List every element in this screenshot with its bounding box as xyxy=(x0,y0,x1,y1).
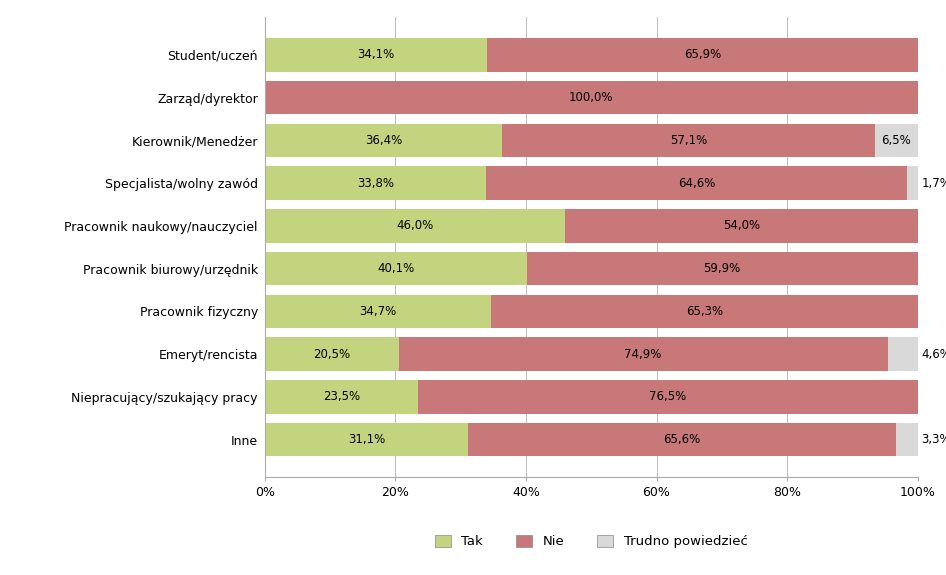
Bar xyxy=(502,124,875,157)
Text: 65,6%: 65,6% xyxy=(663,433,701,446)
Bar xyxy=(265,380,418,413)
Text: 4,6%: 4,6% xyxy=(920,348,946,361)
Text: 31,1%: 31,1% xyxy=(348,433,385,446)
Text: 64,6%: 64,6% xyxy=(677,177,715,190)
Bar xyxy=(887,338,918,371)
Text: 3,3%: 3,3% xyxy=(920,433,946,446)
Bar xyxy=(265,166,485,200)
Text: 23,5%: 23,5% xyxy=(323,390,360,404)
Text: 34,7%: 34,7% xyxy=(359,305,396,318)
Text: 65,9%: 65,9% xyxy=(684,48,721,62)
Bar xyxy=(487,38,918,71)
Text: 1,7%: 1,7% xyxy=(921,177,946,190)
Bar xyxy=(485,166,907,200)
Text: 36,4%: 36,4% xyxy=(365,134,402,147)
Bar xyxy=(265,338,398,371)
Bar xyxy=(398,338,887,371)
Bar xyxy=(468,423,896,457)
Bar xyxy=(265,124,502,157)
Bar xyxy=(527,252,918,285)
Bar xyxy=(907,166,919,200)
Text: 100,0%: 100,0% xyxy=(569,91,614,104)
Bar xyxy=(265,38,487,71)
Bar xyxy=(418,380,918,413)
Bar xyxy=(265,423,468,457)
Text: 20,5%: 20,5% xyxy=(313,348,350,361)
Text: 76,5%: 76,5% xyxy=(649,390,687,404)
Text: 33,8%: 33,8% xyxy=(357,177,394,190)
Text: 74,9%: 74,9% xyxy=(624,348,662,361)
Bar xyxy=(265,81,918,114)
Bar xyxy=(265,252,527,285)
Text: 57,1%: 57,1% xyxy=(670,134,708,147)
Legend: Tak, Nie, Trudno powiedzieć: Tak, Nie, Trudno powiedzieć xyxy=(429,530,753,554)
Bar xyxy=(265,295,491,328)
Text: 54,0%: 54,0% xyxy=(723,220,760,232)
Text: 6,5%: 6,5% xyxy=(882,134,911,147)
Text: 40,1%: 40,1% xyxy=(377,262,414,275)
Bar xyxy=(491,295,918,328)
Bar xyxy=(565,209,918,243)
Bar xyxy=(875,124,918,157)
Bar xyxy=(265,209,565,243)
Text: 65,3%: 65,3% xyxy=(686,305,723,318)
Text: 46,0%: 46,0% xyxy=(396,220,433,232)
Bar xyxy=(896,423,918,457)
Text: 34,1%: 34,1% xyxy=(358,48,394,62)
Text: 59,9%: 59,9% xyxy=(704,262,741,275)
